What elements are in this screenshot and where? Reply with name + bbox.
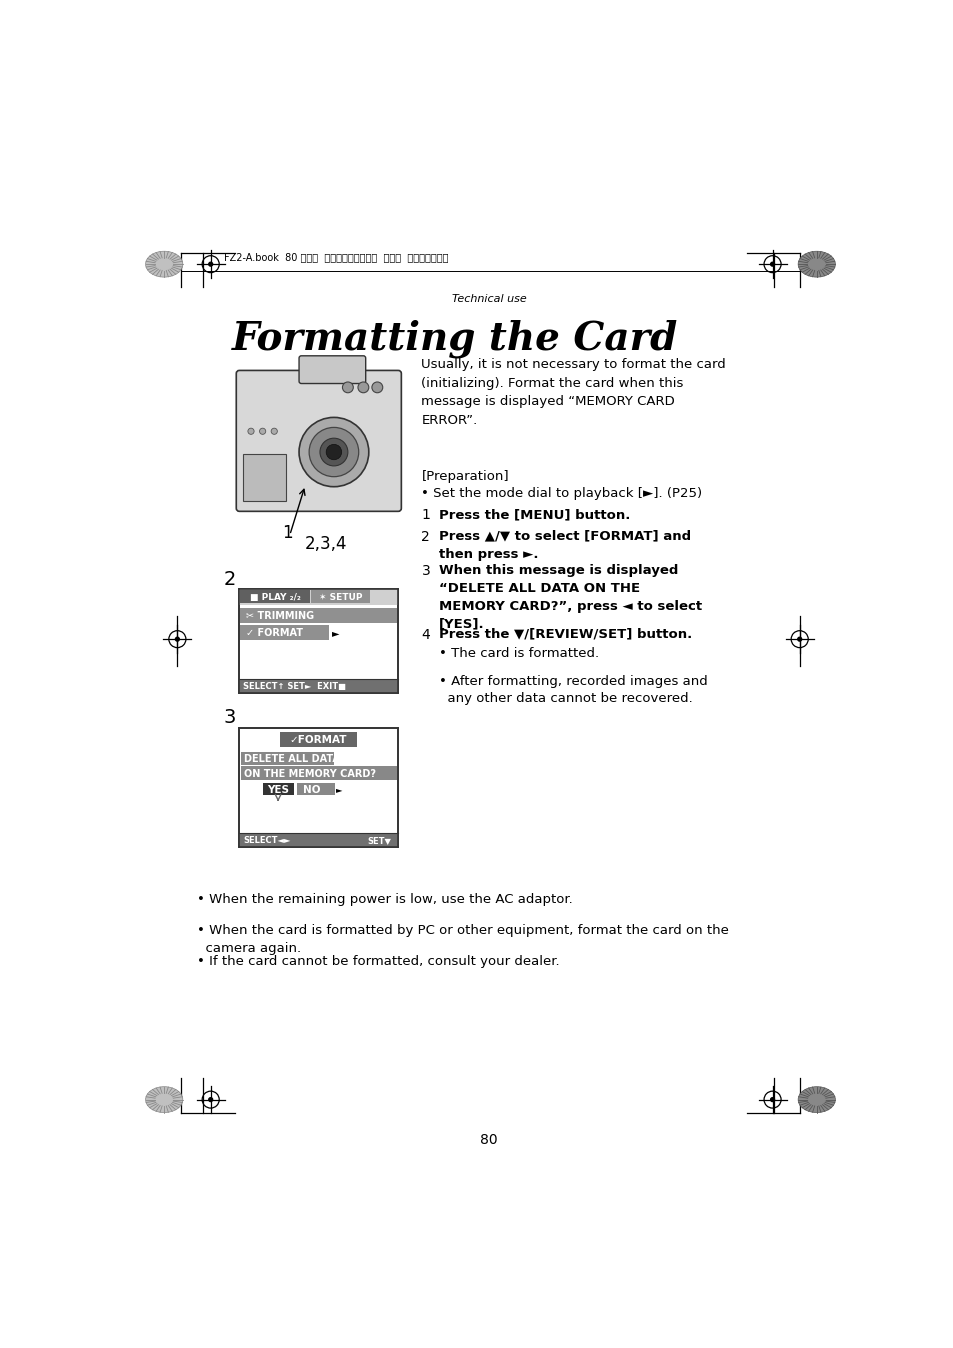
Text: 1: 1	[421, 508, 430, 522]
Ellipse shape	[798, 1086, 835, 1112]
Bar	[241, 752, 334, 766]
Text: • Set the mode dial to playback [►]. (P25): • Set the mode dial to playback [►]. (P2…	[421, 487, 702, 500]
Circle shape	[342, 381, 353, 392]
FancyBboxPatch shape	[298, 356, 365, 384]
Text: • When the remaining power is low, use the AC adaptor.: • When the remaining power is low, use t…	[196, 894, 572, 906]
Bar	[243, 454, 286, 500]
Text: YES: YES	[267, 785, 289, 795]
Text: • If the card cannot be formatted, consult your dealer.: • If the card cannot be formatted, consu…	[196, 954, 558, 968]
Bar	[240, 590, 310, 603]
Circle shape	[372, 381, 382, 392]
Circle shape	[319, 438, 348, 466]
Circle shape	[797, 638, 801, 642]
Bar	[296, 783, 335, 795]
Text: 2: 2	[421, 530, 430, 543]
Text: Formatting the Card: Formatting the Card	[232, 319, 678, 359]
Circle shape	[271, 429, 277, 434]
Text: 3: 3	[224, 709, 236, 728]
Circle shape	[175, 638, 179, 642]
Text: Technical use: Technical use	[451, 294, 526, 305]
Bar	[311, 590, 369, 603]
Circle shape	[298, 418, 369, 487]
Bar	[239, 728, 397, 847]
Text: Press ▲/▼ to select [FORMAT] and
then press ►.: Press ▲/▼ to select [FORMAT] and then pr…	[438, 530, 690, 561]
Bar	[240, 624, 329, 640]
Text: FZ2-A.book  80 ページ  ２００３年８月６日  水曜日  午前１０時０分: FZ2-A.book 80 ページ ２００３年８月６日 水曜日 午前１０時０分	[224, 252, 448, 262]
Text: SET▼: SET▼	[367, 836, 391, 845]
Bar	[239, 833, 397, 847]
Circle shape	[209, 1097, 213, 1101]
Bar	[240, 608, 397, 623]
Bar	[239, 589, 397, 693]
Circle shape	[248, 429, 253, 434]
Ellipse shape	[146, 1086, 183, 1112]
Circle shape	[770, 263, 774, 266]
Circle shape	[309, 427, 358, 477]
Circle shape	[770, 1097, 774, 1101]
Text: ■ PLAY ₂/₂: ■ PLAY ₂/₂	[250, 593, 300, 603]
Text: 80: 80	[479, 1134, 497, 1147]
Bar	[239, 589, 397, 604]
Text: ✓FORMAT: ✓FORMAT	[290, 735, 347, 745]
Bar	[241, 766, 396, 780]
Text: ✓ FORMAT: ✓ FORMAT	[245, 628, 302, 638]
Ellipse shape	[798, 251, 835, 278]
Circle shape	[209, 263, 213, 266]
FancyBboxPatch shape	[236, 371, 401, 511]
Text: ON THE MEMORY CARD?: ON THE MEMORY CARD?	[244, 768, 375, 779]
Text: ►: ►	[335, 786, 341, 794]
Text: NO: NO	[303, 785, 320, 795]
Circle shape	[259, 429, 266, 434]
Text: DELETE ALL DATA: DELETE ALL DATA	[244, 755, 339, 764]
Text: 2: 2	[224, 570, 236, 589]
Circle shape	[326, 445, 341, 460]
Text: Usually, it is not necessary to format the card
(initializing). Format the card : Usually, it is not necessary to format t…	[421, 359, 725, 426]
Circle shape	[357, 381, 369, 392]
Text: • The card is formatted.: • The card is formatted.	[438, 647, 598, 661]
Text: Press the [MENU] button.: Press the [MENU] button.	[438, 508, 629, 522]
Text: • After formatting, recorded images and
  any other data cannot be recovered.: • After formatting, recorded images and …	[438, 674, 706, 705]
Text: When this message is displayed
“DELETE ALL DATA ON THE
MEMORY CARD?”, press ◄ to: When this message is displayed “DELETE A…	[438, 563, 701, 631]
Text: ►: ►	[332, 628, 339, 638]
Ellipse shape	[146, 251, 183, 278]
Text: 2,3,4: 2,3,4	[305, 535, 348, 553]
Text: SELECT↑ SET►  EXIT■: SELECT↑ SET► EXIT■	[243, 682, 346, 692]
Text: ✂ TRIMMING: ✂ TRIMMING	[245, 611, 314, 621]
Text: 1: 1	[282, 523, 293, 542]
Text: 4: 4	[421, 628, 430, 642]
Text: Press the ▼/[REVIEW/SET] button.: Press the ▼/[REVIEW/SET] button.	[438, 628, 691, 640]
Bar	[239, 679, 397, 693]
Bar	[262, 783, 294, 795]
Bar	[279, 732, 356, 747]
Text: [Preparation]: [Preparation]	[421, 469, 509, 483]
Text: SELECT◄►: SELECT◄►	[243, 836, 291, 845]
Text: ✶ SETUP: ✶ SETUP	[318, 593, 362, 603]
Text: 3: 3	[421, 563, 430, 578]
Text: • When the card is formatted by PC or other equipment, format the card on the
  : • When the card is formatted by PC or ot…	[196, 925, 728, 956]
